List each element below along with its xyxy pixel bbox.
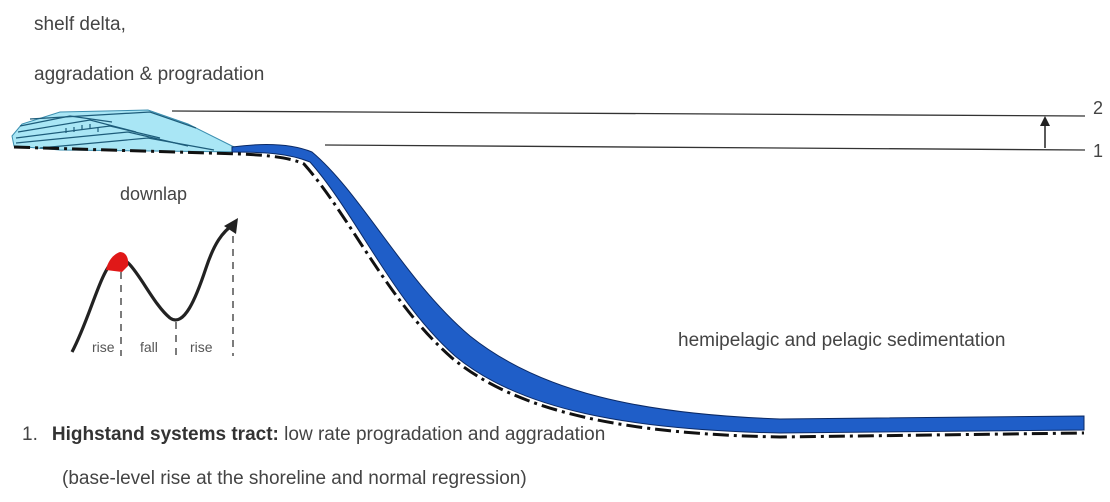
curve-label-fall: fall (140, 339, 158, 355)
downlap-label: downlap (120, 184, 188, 204)
downlap-ticks (65, 124, 99, 133)
level-2-label: 2 (1093, 98, 1104, 118)
diagram-title-line1: shelf delta, (34, 14, 126, 35)
basal-surface-line (13, 145, 1085, 439)
curve-dividers (120, 236, 234, 356)
sea-level-line-1 (324, 144, 1086, 151)
level-rise-arrow (1040, 116, 1050, 148)
caption-line1: 1. Highstand systems tract: low rate prog… (22, 424, 605, 446)
curve-arrowhead (224, 218, 238, 234)
slope-basin-deposit (231, 143, 1085, 434)
hemipelagic-label: hemipelagic and pelagic sedimentation (678, 330, 1006, 351)
base-level-curve (70, 222, 235, 353)
highstand-marker (106, 252, 129, 272)
diagram-title-line2: aggradation & progradation (34, 64, 265, 85)
level-1-label: 1 (1093, 141, 1104, 161)
caption-rest: low rate progradation and aggradation (278, 424, 606, 445)
curve-label-rise-1: rise (92, 339, 115, 355)
clinoform-lines (15, 111, 215, 151)
curve-label-rise-2: rise (190, 339, 213, 355)
caption-bold-title: Highstand systems tract: (51, 424, 279, 445)
caption-number: 1. (22, 424, 38, 445)
sea-level-line-2 (171, 110, 1086, 117)
caption-line2: (base-level rise at the shoreline and no… (62, 468, 527, 489)
